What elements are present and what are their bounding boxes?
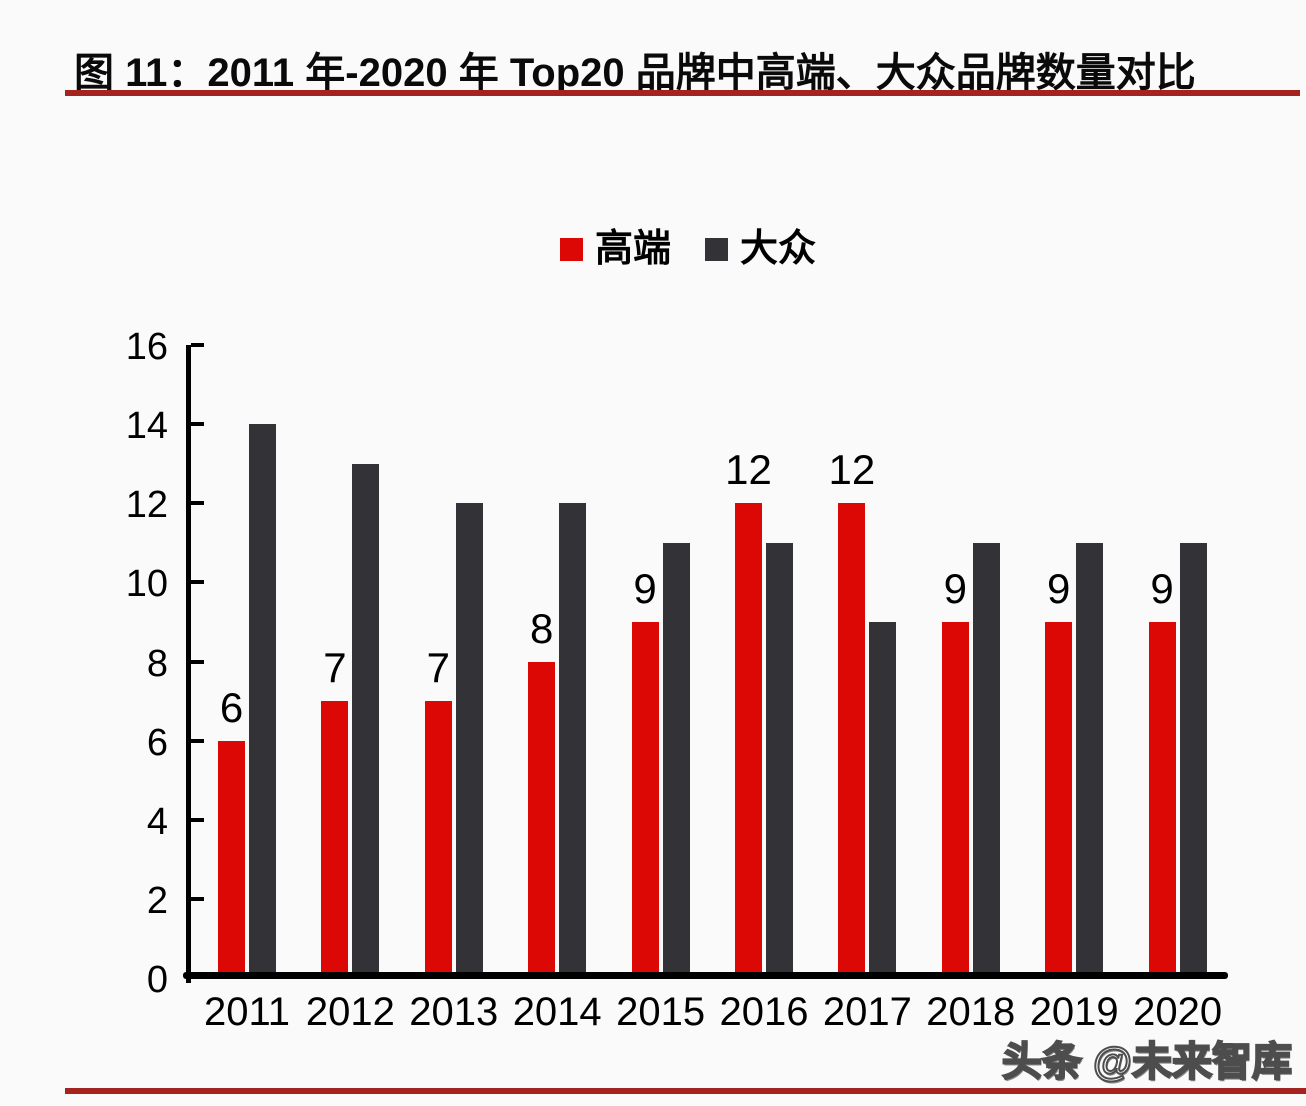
x-axis-label-2020: 2020 [1133, 990, 1223, 1034]
bar-value-label-2014: 8 [530, 604, 554, 652]
legend-swatch-mass [705, 237, 728, 261]
y-axis-tick [191, 422, 204, 427]
y-axis-tick [191, 659, 204, 664]
bar-mass-2020 [1179, 542, 1207, 978]
bar-mass-2016 [766, 542, 793, 978]
y-axis-tick-label: 8 [146, 642, 168, 685]
bar-value-label-2020: 9 [1150, 564, 1174, 612]
y-axis-tick [191, 343, 204, 347]
bar-premium-2018 [941, 621, 969, 978]
watermark: 头条 @未来智库 [1001, 1040, 1293, 1084]
y-axis-tick [191, 738, 204, 743]
legend-label-premium: 高端 [594, 228, 671, 270]
bar-mass-2019 [1076, 542, 1104, 978]
y-axis-tick-label: 2 [146, 879, 168, 922]
bottom-rule [65, 1088, 1306, 1094]
bar-mass-2011 [249, 424, 276, 978]
x-axis-label-2018: 2018 [926, 990, 1016, 1034]
x-axis-line [183, 972, 1228, 979]
bar-value-label-2018: 9 [943, 564, 967, 612]
x-axis-label-2012: 2012 [305, 990, 395, 1034]
bar-value-label-2015: 9 [633, 564, 657, 612]
y-axis-tick [191, 896, 204, 901]
x-axis-label-2013: 2013 [409, 990, 499, 1034]
x-axis-label-2019: 2019 [1029, 990, 1119, 1034]
bar-premium-2019 [1045, 621, 1073, 978]
y-axis-line [186, 345, 191, 983]
bar-value-label-2017: 12 [828, 446, 876, 494]
x-axis-label-2017: 2017 [822, 990, 912, 1034]
y-axis-tick-label: 6 [146, 721, 168, 764]
x-axis-label-2011: 2011 [203, 990, 290, 1034]
title-underline-rule [65, 90, 1300, 96]
bar-mass-2014 [559, 503, 587, 978]
bar-premium-2011 [218, 740, 245, 978]
bar-mass-2017 [869, 621, 897, 978]
x-axis-label-2016: 2016 [719, 990, 809, 1034]
y-axis-tick-label: 0 [146, 959, 168, 1001]
bar-premium-2016 [735, 503, 762, 978]
y-axis-tick [191, 580, 204, 585]
y-axis-tick [191, 501, 204, 506]
y-axis-tick-label: 16 [125, 326, 168, 368]
bar-value-label-2013: 7 [426, 644, 450, 692]
legend-item-premium: 高端 [559, 228, 671, 270]
bar-premium-2017 [838, 503, 866, 978]
bar-mass-2018 [972, 542, 1000, 978]
y-axis-tick-label: 12 [125, 484, 168, 527]
bar-value-label-2016: 12 [725, 446, 772, 494]
x-axis-label-2014: 2014 [512, 990, 602, 1034]
x-axis-label-2015: 2015 [616, 990, 706, 1034]
bar-value-label-2019: 9 [1047, 564, 1071, 612]
chart-legend: 高端 大众 [0, 230, 1306, 268]
bar-mass-2013 [455, 503, 483, 978]
bar-premium-2012 [321, 701, 349, 978]
y-axis-tick-label: 10 [125, 563, 168, 606]
y-axis-tick-label: 4 [146, 800, 168, 843]
bar-value-label-2011: 6 [219, 683, 244, 731]
y-axis-tick-label: 14 [125, 405, 168, 448]
bar-mass-2012 [352, 463, 380, 978]
bar-premium-2014 [528, 661, 556, 978]
legend-item-mass: 大众 [705, 230, 816, 268]
legend-label-mass: 大众 [740, 228, 817, 270]
bar-value-label-2012: 7 [323, 644, 347, 692]
figure-title: 图 11：2011 年-2020 年 Top20 品牌中高端、大众品牌数量对比 [74, 51, 1196, 95]
bar-mass-2015 [662, 542, 690, 978]
bar-premium-2013 [424, 701, 452, 978]
bar-premium-2020 [1148, 621, 1176, 978]
bar-premium-2015 [631, 621, 659, 978]
y-axis-tick [191, 817, 204, 822]
legend-swatch-premium [559, 237, 583, 261]
